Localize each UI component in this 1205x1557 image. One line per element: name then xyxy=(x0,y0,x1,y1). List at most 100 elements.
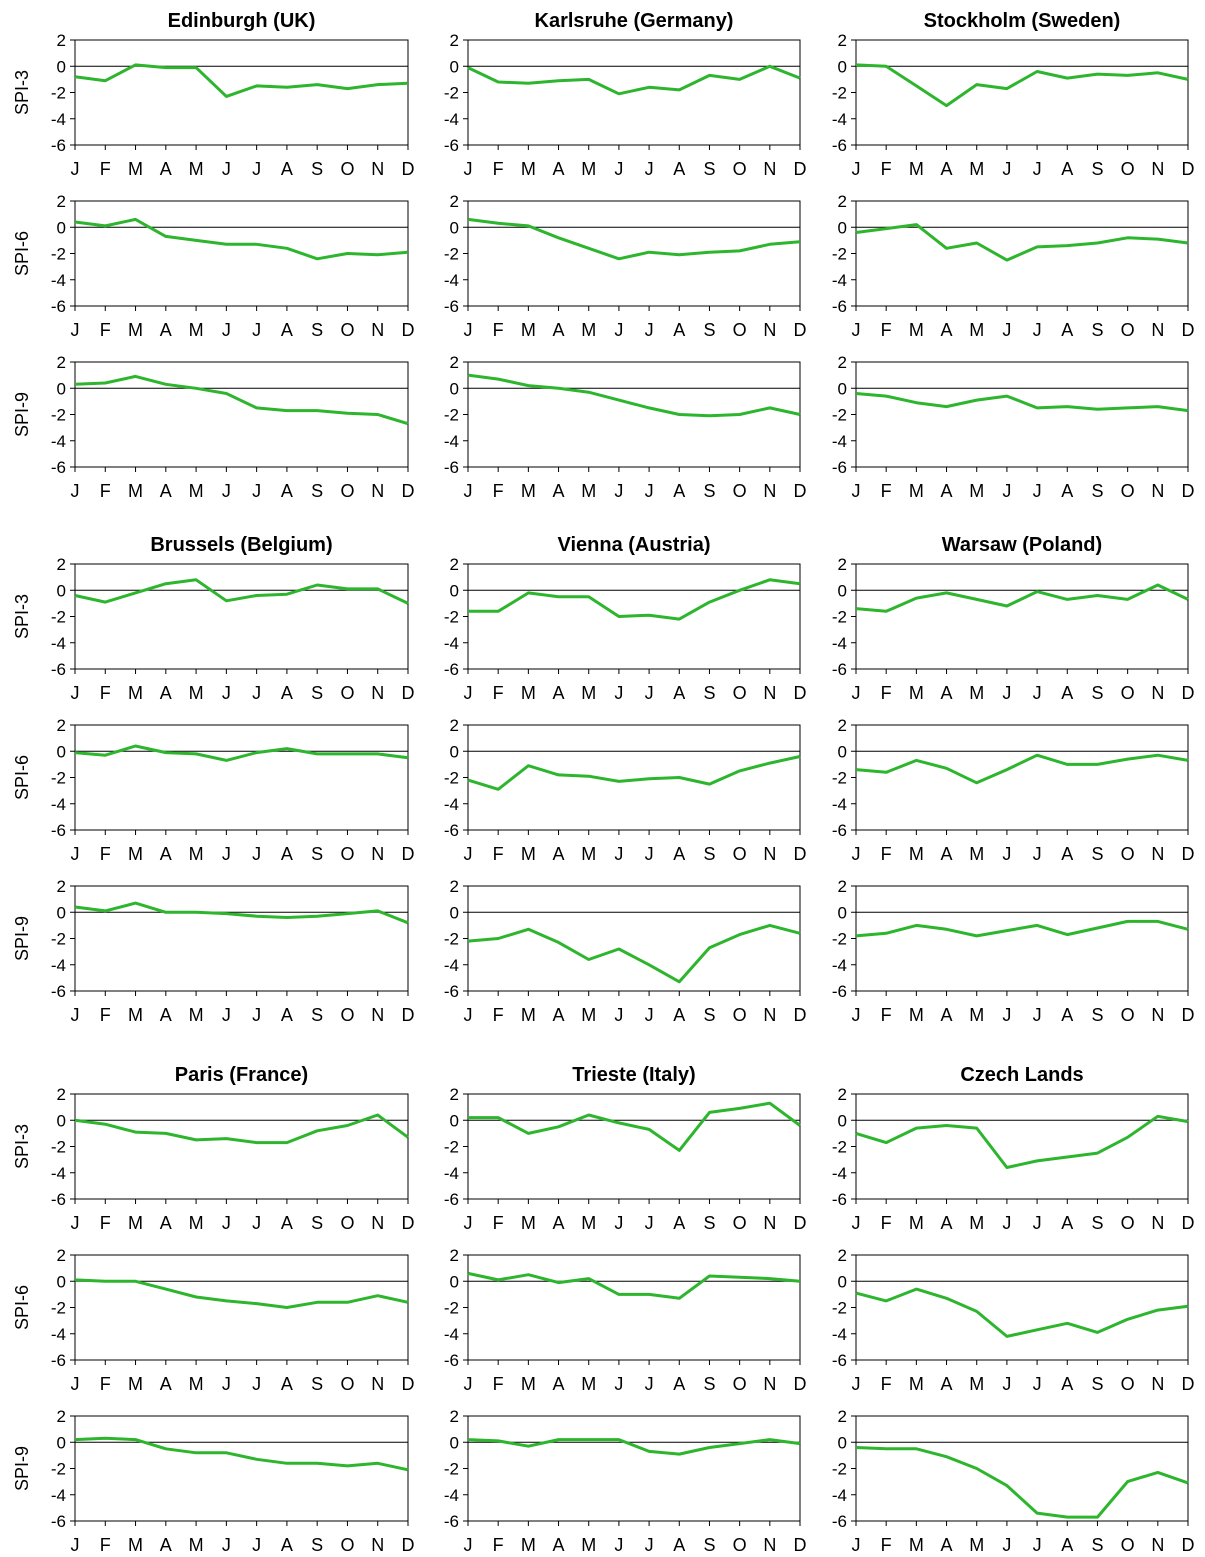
x-tick-label: O xyxy=(340,481,354,501)
plot-frame xyxy=(467,1415,801,1522)
y-tick-label: 0 xyxy=(450,57,459,76)
x-tick-label: J xyxy=(1033,1213,1042,1233)
x-tick-label: N xyxy=(371,1005,384,1025)
x-tick-label: J xyxy=(852,1005,861,1025)
x-tick-label: A xyxy=(673,1005,685,1025)
y-tick-label: 2 xyxy=(450,31,459,50)
y-axis-label: SPI-3 xyxy=(12,70,32,115)
x-tick-label: M xyxy=(521,1213,536,1233)
x-tick-label: O xyxy=(340,1535,354,1555)
y-tick-label: -4 xyxy=(51,432,66,451)
chart-title: Brussels (Belgium) xyxy=(150,534,332,556)
x-tick-label: M xyxy=(521,159,536,179)
y-tick-label: -4 xyxy=(51,1164,66,1183)
x-tick-label: J xyxy=(645,1213,654,1233)
x-tick-label: J xyxy=(1033,1374,1042,1394)
y-axis-label: SPI-6 xyxy=(12,231,32,276)
x-tick-label: J xyxy=(645,1535,654,1555)
x-tick-label: N xyxy=(763,1535,776,1555)
x-tick-label: M xyxy=(581,320,596,340)
plot-frame xyxy=(855,563,1189,670)
y-tick-label: 0 xyxy=(838,1111,847,1130)
x-tick-label: A xyxy=(160,1535,172,1555)
x-tick-label: M xyxy=(128,159,143,179)
y-tick-label: -2 xyxy=(832,84,847,103)
x-tick-label: D xyxy=(402,159,415,179)
subplot-spi-6: 20-2-4-6J F M A M J J A S O N D xyxy=(444,192,807,340)
city-chart: Trieste (Italy)20-2-4-6J F M A M J J A S O N D20-2-… xyxy=(444,1064,807,1555)
y-tick-label: -6 xyxy=(51,660,66,679)
x-tick-label: S xyxy=(703,1374,715,1394)
y-tick-label: 0 xyxy=(838,379,847,398)
x-tick-label: J xyxy=(645,844,654,864)
plot-frame xyxy=(467,1093,801,1200)
x-tick-label: A xyxy=(553,1005,565,1025)
series-line xyxy=(855,392,1189,413)
plot-frame xyxy=(855,1415,1189,1522)
y-tick-label: 2 xyxy=(57,192,66,211)
y-tick-label: 0 xyxy=(57,1433,66,1452)
y-tick-label: -4 xyxy=(444,1486,459,1505)
x-tick-label: M xyxy=(521,683,536,703)
x-tick-label: D xyxy=(402,1535,415,1555)
x-tick-label: N xyxy=(371,320,384,340)
x-tick-label: A xyxy=(673,320,685,340)
series-line xyxy=(468,1101,801,1152)
x-tick-label: J xyxy=(1002,159,1011,179)
subplot-spi-9: 20-2-4-6J F M A M J J A S O N D xyxy=(832,1407,1195,1555)
x-tick-label: D xyxy=(402,320,415,340)
x-tick-label: J xyxy=(464,1535,473,1555)
x-tick-label: S xyxy=(703,159,715,179)
y-tick-label: 2 xyxy=(57,31,66,50)
x-tick-label: M xyxy=(909,320,924,340)
x-tick-label: N xyxy=(371,481,384,501)
y-tick-label: -4 xyxy=(832,634,847,653)
x-tick-label: S xyxy=(1091,320,1103,340)
x-tick-label: J xyxy=(852,1213,861,1233)
x-tick-label: J xyxy=(645,159,654,179)
x-tick-label: A xyxy=(673,481,685,501)
y-tick-label: 0 xyxy=(838,1272,847,1291)
y-tick-label: -4 xyxy=(444,271,459,290)
x-tick-label: J xyxy=(645,320,654,340)
y-tick-label: 2 xyxy=(450,1407,459,1426)
x-tick-label: F xyxy=(100,1374,111,1394)
x-tick-label: S xyxy=(1091,1535,1103,1555)
x-tick-label: M xyxy=(969,1374,984,1394)
y-tick-label: 2 xyxy=(838,1246,847,1265)
x-tick-label: A xyxy=(553,481,565,501)
y-tick-label: 2 xyxy=(450,192,459,211)
x-tick-label: O xyxy=(733,1005,747,1025)
y-tick-label: -2 xyxy=(51,1299,66,1318)
city-chart: Karlsruhe (Germany)20-2-4-6J F M A M J J A S O N D2… xyxy=(444,10,807,501)
x-tick-label: F xyxy=(881,844,892,864)
y-tick-label: 0 xyxy=(838,218,847,237)
x-tick-label: J xyxy=(1002,1535,1011,1555)
y-tick-label: -6 xyxy=(832,297,847,316)
y-tick-label: -6 xyxy=(51,1190,66,1209)
x-tick-label: J xyxy=(252,844,261,864)
series-line xyxy=(74,374,409,426)
x-tick-label: M xyxy=(969,1005,984,1025)
x-tick-label: O xyxy=(1121,159,1135,179)
y-tick-label: 2 xyxy=(838,716,847,735)
y-tick-label: -6 xyxy=(444,821,459,840)
x-tick-label: O xyxy=(1121,1535,1135,1555)
x-tick-label: F xyxy=(881,1213,892,1233)
subplot-spi-9: 20-2-4-6J F M A M J J A S O N D xyxy=(832,353,1195,501)
x-tick-label: A xyxy=(1061,481,1073,501)
x-tick-label: S xyxy=(703,1213,715,1233)
x-tick-label: J xyxy=(614,1374,623,1394)
y-tick-label: -4 xyxy=(444,1164,459,1183)
x-tick-label: F xyxy=(100,844,111,864)
x-tick-label: J xyxy=(645,683,654,703)
y-tick-label: -2 xyxy=(832,245,847,264)
x-tick-label: A xyxy=(553,1374,565,1394)
x-tick-label: D xyxy=(1182,1005,1195,1025)
x-tick-label: A xyxy=(553,1213,565,1233)
x-tick-label: J xyxy=(71,844,80,864)
y-tick-label: 0 xyxy=(450,1433,459,1452)
y-tick-label: 0 xyxy=(450,742,459,761)
